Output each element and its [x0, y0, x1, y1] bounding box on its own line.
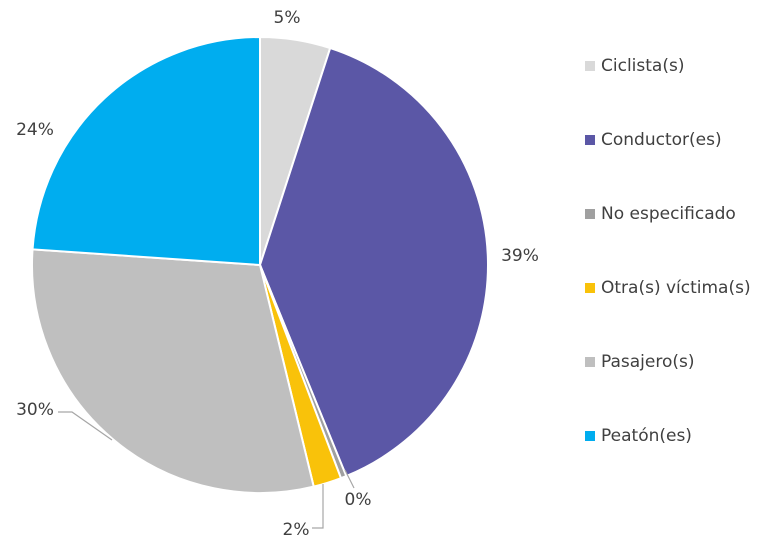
legend-label: Peatón(es): [601, 426, 692, 446]
data-label: 24%: [16, 120, 54, 140]
leader-line: [58, 411, 113, 441]
data-label: 39%: [501, 246, 539, 266]
legend-swatch: [585, 283, 595, 293]
data-label: 5%: [274, 8, 301, 28]
pie-slice: [258, 46, 489, 478]
legend-label: Ciclista(s): [601, 56, 684, 76]
pie-slice: [31, 35, 261, 267]
legend-label: Conductor(es): [601, 130, 722, 150]
legend-label: Pasajero(s): [601, 352, 695, 372]
legend-swatch: [585, 61, 595, 71]
legend-swatch: [585, 431, 595, 441]
data-label: 2%: [283, 520, 310, 540]
pie-slice: [31, 248, 315, 494]
data-label: 0%: [345, 490, 372, 510]
legend-swatch: [585, 209, 595, 219]
legend-swatch: [585, 135, 595, 145]
legend-swatch: [585, 357, 595, 367]
legend-label: No especificado: [601, 204, 736, 224]
leader-line: [312, 484, 324, 529]
legend-label: Otra(s) víctima(s): [601, 278, 751, 298]
data-label: 30%: [16, 400, 54, 420]
leader-line: [344, 469, 355, 489]
